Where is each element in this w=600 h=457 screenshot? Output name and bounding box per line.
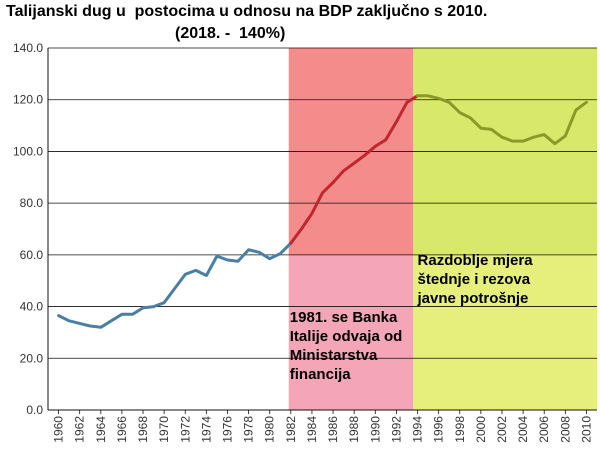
x-tick-label: 1978 [242, 416, 256, 443]
x-tick-label: 2008 [558, 416, 572, 443]
y-tick-label: 60.0 [20, 248, 44, 262]
chart-title-line-1: Talijanski dug u postocima u odnosu na B… [6, 3, 488, 20]
x-tick-label: 1966 [115, 416, 129, 443]
y-tick-label: 0.0 [26, 403, 43, 417]
x-tick-label: 1998 [453, 416, 467, 443]
annotation-0-line: 1981. se Banka [290, 309, 398, 326]
y-tick-label: 20.0 [20, 351, 44, 365]
region-1-lower [413, 254, 597, 410]
x-tick-label: 1972 [178, 416, 192, 443]
x-tick-label: 1990 [368, 416, 382, 443]
x-tick-label: 1976 [220, 416, 234, 443]
x-tick-label: 1996 [432, 416, 446, 443]
series-line-2 [416, 94, 588, 146]
y-tick-label: 120.0 [13, 93, 43, 107]
x-tick-label: 1986 [326, 416, 340, 443]
x-tick-label: 1994 [411, 416, 425, 443]
y-tick-label: 140.0 [13, 41, 43, 55]
series-line-0 [57, 241, 293, 329]
x-tick-label: 2002 [495, 416, 509, 443]
x-tick-label: 1980 [263, 416, 277, 443]
x-tick-label: 2004 [516, 416, 530, 443]
x-tick-label: 2006 [537, 416, 551, 443]
x-tick-label: 1964 [94, 416, 108, 443]
chart-title-line-2: (2018. - 140%) [175, 25, 286, 42]
x-tick-label: 2010 [579, 416, 593, 443]
x-tick-label: 1982 [284, 416, 298, 443]
x-tick-label: 1968 [136, 416, 150, 443]
x-tick-label: 1992 [389, 416, 403, 443]
x-tick-label: 1984 [305, 416, 319, 443]
series-layer [57, 94, 588, 329]
x-tick-label: 2000 [474, 416, 488, 443]
annotation-1-line: javne potrošnje [417, 290, 529, 307]
x-tick-label: 1970 [157, 416, 171, 443]
annotation-0-line: financija [290, 366, 352, 383]
x-tick-label: 1974 [199, 416, 213, 443]
y-tick-label: 100.0 [13, 144, 43, 158]
x-tick-label: 1988 [347, 416, 361, 443]
y-tick-label: 40.0 [20, 300, 44, 314]
annotation-0-line: Ministarstva [290, 347, 378, 364]
annotations-layer: 1981. se Banka Italije odvaja od Ministar… [290, 252, 533, 383]
region-0-lower [288, 254, 414, 410]
annotation-0-line: Italije odvaja od [290, 328, 403, 345]
series-line-1 [289, 94, 419, 245]
y-tick-label: 80.0 [20, 196, 44, 210]
annotation-1-line: štednje i rezova [418, 271, 531, 288]
x-tick-label: 1960 [52, 416, 66, 443]
axes-layer: 0.0 20.0 40.0 60.0 80.0 100.0 120.0 140.0 1960 19… [13, 41, 597, 443]
x-tick-label: 1962 [73, 416, 87, 443]
annotation-1-line: Razdoblje mjera [418, 252, 534, 269]
